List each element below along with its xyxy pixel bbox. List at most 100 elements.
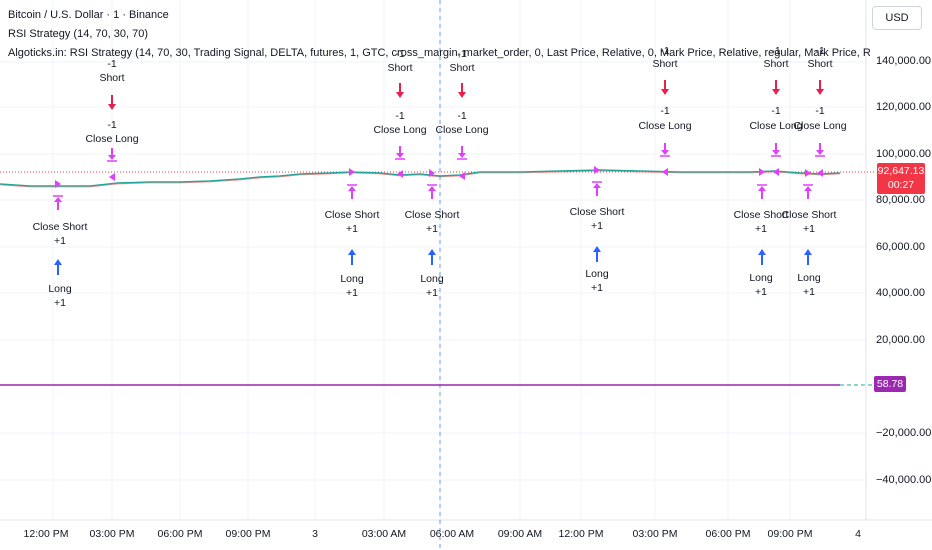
close-long-qty-label: -1	[771, 105, 781, 117]
algoticks-strategy-legend[interactable]: Algoticks.in: RSI Strategy (14, 70, 30, …	[8, 47, 870, 59]
close-short-label: Close Short	[404, 209, 460, 221]
short-qty-label: -1	[815, 45, 825, 57]
price-axis-label: −40,000.00	[876, 474, 932, 486]
close-short-marker	[55, 180, 61, 188]
close-long-label: Close Long	[435, 124, 489, 136]
long-arrow-head	[428, 249, 436, 255]
price-axis-label: 60,000.00	[876, 241, 925, 253]
long-label: Long	[749, 272, 773, 284]
close-long-marker	[662, 168, 668, 176]
time-axis-label: 06:00 AM	[429, 528, 475, 540]
close-long-marker	[397, 170, 403, 178]
time-axis-label: 09:00 PM	[767, 528, 813, 540]
short-qty-label: -1	[660, 45, 670, 57]
close-short-qty-label: +1	[426, 223, 438, 235]
last-price-tag: 92,647.13 00:27	[877, 163, 925, 194]
last-price-value: 92,647.13	[877, 165, 925, 177]
bar-countdown: 00:27	[887, 179, 915, 191]
symbol-title[interactable]: Bitcoin / U.S. Dollar · 1 · Binance	[8, 9, 169, 21]
currency-button[interactable]: USD	[872, 6, 922, 30]
long-label: Long	[585, 268, 609, 280]
close-long-arrow-head	[108, 155, 116, 160]
long-arrow-head	[54, 259, 62, 265]
long-qty-label: +1	[755, 286, 767, 298]
short-arrow-head	[108, 104, 116, 110]
close-short-label: Close Short	[324, 209, 380, 221]
time-axis-label: 06:00 PM	[157, 528, 203, 540]
close-long-arrow-head	[396, 153, 404, 158]
close-long-qty-label: -1	[107, 119, 117, 131]
long-qty-label: +1	[803, 286, 815, 298]
time-axis-label: 03:00 AM	[361, 528, 407, 540]
long-label: Long	[340, 273, 364, 285]
long-qty-label: +1	[591, 282, 603, 294]
close-short-label: Close Short	[569, 206, 625, 218]
time-axis-label: 06:00 PM	[705, 528, 751, 540]
close-long-qty-label: -1	[815, 105, 825, 117]
close-long-label: Close Long	[85, 133, 139, 145]
price-axis-label: −20,000.00	[876, 427, 932, 439]
close-short-qty-label: +1	[591, 220, 603, 232]
short-label: Short	[449, 62, 475, 74]
price-axis-label: 20,000.00	[876, 334, 925, 346]
time-axis-label: 09:00 AM	[497, 528, 543, 540]
close-long-marker	[817, 169, 823, 177]
long-label: Long	[797, 272, 821, 284]
long-qty-label: +1	[54, 297, 66, 309]
short-label: Short	[763, 58, 789, 70]
close-long-label: Close Long	[373, 124, 427, 136]
price-axis-label: 80,000.00	[876, 194, 925, 206]
close-short-qty-label: +1	[54, 235, 66, 247]
price-axis-label: 140,000.00	[876, 55, 932, 67]
close-short-label: Close Short	[32, 221, 88, 233]
long-label: Long	[48, 283, 72, 295]
long-qty-label: +1	[426, 287, 438, 299]
time-axis-label: 4	[855, 528, 861, 540]
signal-markers	[53, 80, 825, 275]
close-long-marker	[459, 172, 465, 180]
time-axis-label: 12:00 PM	[558, 528, 604, 540]
close-long-arrow-head	[661, 150, 669, 155]
short-label: Short	[652, 58, 678, 70]
close-short-marker	[805, 169, 811, 177]
close-short-qty-label: +1	[803, 223, 815, 235]
close-short-marker	[349, 168, 355, 176]
time-axis-label: 03:00 PM	[89, 528, 135, 540]
short-arrow-head	[661, 89, 669, 95]
short-label: Short	[807, 58, 833, 70]
time-axis-label: 09:00 PM	[225, 528, 271, 540]
short-arrow-head	[458, 92, 466, 98]
short-qty-label: -1	[107, 58, 117, 70]
price-axis-label: 100,000.00	[876, 148, 932, 160]
time-axis-label: 03:00 PM	[632, 528, 678, 540]
time-axis-label: 12:00 PM	[23, 528, 69, 540]
rsi-strategy-legend[interactable]: RSI Strategy (14, 70, 30, 70)	[8, 28, 149, 40]
close-long-arrow-head	[816, 150, 824, 155]
price-axis-label: 120,000.00	[876, 101, 932, 113]
long-qty-label: +1	[346, 287, 358, 299]
short-label: Short	[99, 72, 125, 84]
long-arrow-head	[348, 249, 356, 255]
short-arrow-head	[772, 89, 780, 95]
rsi-value-tag: 58.78	[874, 376, 906, 392]
short-arrow-head	[396, 92, 404, 98]
close-long-label: Close Long	[793, 120, 847, 132]
close-short-marker	[594, 166, 600, 174]
long-arrow-head	[804, 249, 812, 255]
close-short-marker	[759, 168, 765, 176]
short-qty-label: -1	[771, 45, 781, 57]
close-short-qty-label: +1	[755, 223, 767, 235]
time-axis-label: 3	[312, 528, 318, 540]
short-qty-label: -1	[395, 48, 405, 60]
long-label: Long	[420, 273, 444, 285]
close-long-label: Close Long	[638, 120, 692, 132]
close-long-qty-label: -1	[395, 110, 405, 122]
close-short-label: Close Short	[733, 209, 789, 221]
price-axis-label: 40,000.00	[876, 287, 925, 299]
close-long-marker	[109, 173, 115, 181]
short-qty-label: -1	[457, 48, 467, 60]
close-long-marker	[773, 168, 779, 176]
close-long-label: Close Long	[749, 120, 803, 132]
long-arrow-head	[758, 249, 766, 255]
